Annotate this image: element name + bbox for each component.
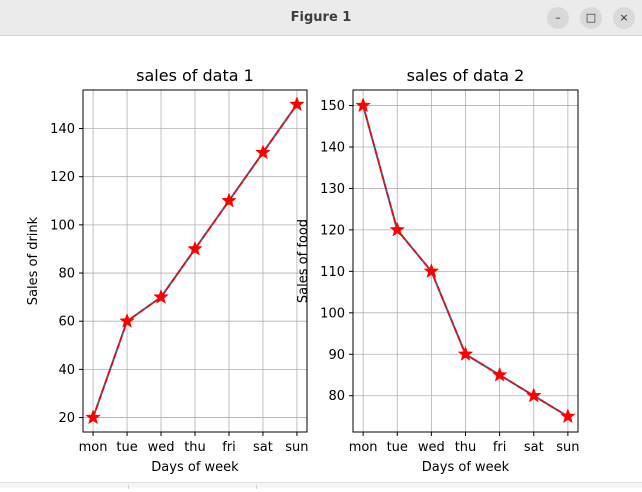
maximize-button[interactable]: □ [580,7,602,29]
status-separator [256,485,257,489]
y-tick-label: 100 [320,306,345,321]
data-point-star [187,240,203,256]
y-tick-label: 130 [320,182,345,197]
window-title: Figure 1 [290,10,352,25]
data-point-star [85,409,101,425]
x-tick-label: wed [418,440,445,455]
x-tick-label: sun [556,440,579,455]
data-point-star [389,221,406,237]
y-axis-label: Sales of food [296,219,311,303]
window-titlebar: Figure 1 – □ × [0,0,642,36]
data-point-star [221,192,237,208]
data-point-star [153,288,169,304]
chart-1: mon tue wed thu fri sat sun 20 40 60 80 100 120 140 sa… [26,66,309,475]
figure-svg: mon tue wed thu fri sat sun20406080100120140sa… [26,66,580,475]
y-tick-label: 120 [320,223,345,238]
x-axis-label: Days of week [422,460,510,475]
x-tick-label: sun [285,440,308,455]
x-tick-label: fri [222,440,236,455]
data-point-star [560,408,576,424]
data-point-star [491,366,508,382]
x-tick-label: sat [524,440,544,455]
x-axis-label: Days of week [151,460,239,475]
y-tick-label: 60 [58,315,75,330]
chart-2: mon tue wed thu fri sat sun 80 90 100 110 120 130 140… [296,66,580,475]
data-point-star [423,263,440,279]
x-tick-label: tue [116,440,137,455]
close-button[interactable]: × [613,7,635,29]
x-tick-label: thu [184,440,206,455]
x-tick-label: tue [387,440,408,455]
data-point-star [255,144,271,160]
data-point-star [355,97,371,113]
y-tick-label: 80 [58,267,75,282]
data-point-star [525,387,542,403]
y-tick-label: 100 [50,218,75,233]
y-axis-label: Sales of drink [26,216,41,305]
y-tick-label: 110 [320,265,345,280]
status-separator [128,485,129,489]
x-tick-label: sat [253,440,273,455]
minimize-button[interactable]: – [547,7,569,29]
y-tick-label: 120 [50,170,75,185]
y-tick-label: 90 [328,348,345,363]
y-tick-label: 80 [328,389,345,404]
y-tick-label: 140 [50,122,75,137]
x-tick-label: mon [79,440,108,455]
x-tick-label: thu [455,440,477,455]
figure-canvas: mon tue wed thu fri sat sun 20 40 60 80 100 120 140 sa… [0,36,642,488]
data-point-star [289,96,305,112]
chart-title: sales of data 1 [136,66,254,85]
x-tick-label: fri [493,440,507,455]
x-tick-label: mon [349,440,378,455]
x-tick-label: wed [148,440,175,455]
y-tick-label: 40 [58,363,75,378]
data-point-star [119,312,135,328]
status-bar [0,482,642,489]
chart-title: sales of data 2 [407,66,525,85]
y-tick-label: 150 [320,99,345,114]
data-point-star [457,346,474,361]
y-tick-label: 140 [320,141,345,156]
y-tick-label: 20 [58,411,75,426]
